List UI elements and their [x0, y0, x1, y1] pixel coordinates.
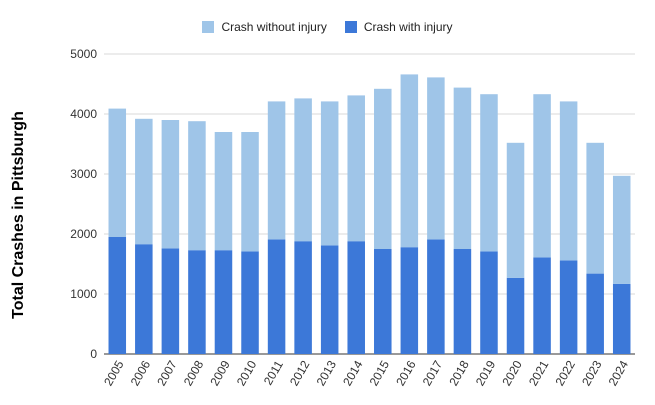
bar-without-injury [214, 132, 233, 251]
x-tick-label: 2014 [340, 358, 366, 388]
bar-with-injury [559, 260, 578, 354]
bar-with-injury [506, 277, 525, 354]
x-tick-label: 2020 [499, 358, 525, 388]
bar-without-injury [559, 101, 578, 261]
bar-without-injury [374, 88, 392, 249]
x-tick-label: 2016 [393, 358, 419, 388]
bar-without-injury [427, 77, 445, 240]
x-tick-label: 2009 [207, 358, 233, 388]
bar-without-injury [506, 142, 525, 278]
bar-with-injury [188, 250, 206, 354]
bar-with-injury [453, 249, 472, 354]
y-tick-label: 0 [90, 347, 97, 361]
legend-swatch-without-injury [202, 21, 215, 33]
x-tick-label: 2017 [420, 358, 446, 388]
bar-with-injury [294, 241, 312, 354]
y-tick-label: 3000 [70, 167, 97, 181]
bar-without-injury [294, 98, 312, 242]
bar-with-injury [480, 251, 498, 354]
bar-without-injury [135, 118, 153, 245]
bar-with-injury [374, 249, 392, 354]
y-tick-label: 2000 [70, 227, 97, 241]
bar-with-injury [533, 257, 551, 354]
y-tick-label: 4000 [70, 107, 97, 121]
x-tick-label: 2018 [446, 358, 472, 388]
bar-without-injury [188, 121, 206, 251]
bar-with-injury [135, 244, 153, 354]
bar-without-injury [161, 120, 180, 249]
x-tick-label: 2006 [128, 358, 154, 388]
y-tick-label: 5000 [70, 47, 97, 61]
legend-label-without-injury: Crash without injury [221, 20, 327, 34]
x-tick-label: 2010 [234, 358, 260, 388]
bar-with-injury [161, 248, 180, 354]
bar-with-injury [427, 239, 445, 354]
legend-swatch-with-injury [344, 21, 357, 33]
bar-without-injury [533, 94, 551, 258]
bar-with-injury [241, 251, 259, 354]
legend-item-with-injury: Crash with injury [344, 17, 453, 37]
bar-without-injury [453, 87, 472, 249]
bar-with-injury [267, 239, 286, 354]
y-tick-label: 1000 [70, 287, 97, 301]
bar-with-injury [612, 283, 631, 354]
x-tick-label: 2015 [367, 358, 393, 388]
bar-without-injury [586, 142, 604, 274]
x-tick-label: 2011 [261, 358, 286, 388]
bar-with-injury [320, 245, 339, 354]
x-tick-label: 2022 [552, 358, 578, 388]
bar-without-injury [241, 132, 259, 252]
x-tick-label: 2019 [473, 358, 499, 388]
bar-without-injury [347, 95, 365, 242]
bar-without-injury [612, 175, 631, 284]
legend-label-with-injury: Crash with injury [363, 20, 453, 34]
bar-without-injury [267, 101, 286, 240]
x-tick-label: 2012 [287, 358, 313, 388]
bar-without-injury [480, 94, 498, 252]
x-tick-label: 2005 [101, 358, 127, 388]
chart-legend: Crash without injury Crash with injury [0, 17, 655, 37]
x-tick-label: 2013 [314, 358, 340, 388]
bar-without-injury [108, 108, 127, 237]
x-tick-label: 2024 [606, 358, 632, 388]
bar-without-injury [400, 74, 419, 248]
bar-with-injury [214, 250, 233, 354]
bar-with-injury [400, 247, 419, 354]
x-tick-label: 2021 [526, 358, 552, 388]
x-tick-label: 2023 [579, 358, 605, 388]
x-tick-label: 2007 [154, 358, 180, 388]
bar-without-injury [320, 101, 339, 246]
x-tick-label: 2008 [181, 358, 207, 388]
bar-with-injury [347, 241, 365, 354]
bar-with-injury [586, 273, 604, 354]
bar-with-injury [108, 237, 127, 354]
legend-item-without-injury: Crash without injury [202, 17, 327, 37]
